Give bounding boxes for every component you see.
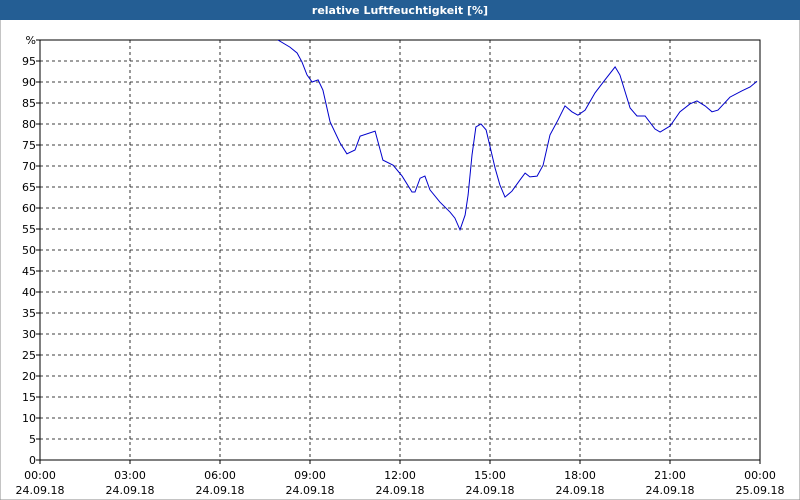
- x-tick-label: 09:00: [294, 469, 326, 482]
- y-tick-label: 15: [22, 391, 36, 404]
- y-tick-label: 25: [22, 349, 36, 362]
- y-tick-label: 75: [22, 139, 36, 152]
- y-tick-label: 70: [22, 160, 36, 173]
- x-tick-date: 24.09.18: [466, 484, 515, 497]
- y-tick-label: 55: [22, 223, 36, 236]
- y-tick-label: 80: [22, 118, 36, 131]
- x-tick-label: 18:00: [564, 469, 596, 482]
- title-bar: [0, 0, 800, 20]
- x-tick-date: 24.09.18: [286, 484, 335, 497]
- y-tick-label: %: [26, 34, 36, 47]
- x-tick-label: 15:00: [474, 469, 506, 482]
- x-tick-label: 00:00: [744, 469, 776, 482]
- y-tick-label: 10: [22, 412, 36, 425]
- x-tick-label: 00:00: [24, 469, 56, 482]
- x-tick-date: 24.09.18: [376, 484, 425, 497]
- y-tick-label: 0: [29, 454, 36, 467]
- y-tick-label: 50: [22, 244, 36, 257]
- y-tick-label: 40: [22, 286, 36, 299]
- y-tick-label: 5: [29, 433, 36, 446]
- y-tick-label: 45: [22, 265, 36, 278]
- x-tick-label: 12:00: [384, 469, 416, 482]
- y-tick-label: 60: [22, 202, 36, 215]
- y-tick-label: 20: [22, 370, 36, 383]
- x-tick-date: 24.09.18: [196, 484, 245, 497]
- x-tick-date: 24.09.18: [646, 484, 695, 497]
- x-tick-date: 24.09.18: [556, 484, 605, 497]
- y-tick-label: 85: [22, 97, 36, 110]
- x-tick-date: 25.09.18: [736, 484, 785, 497]
- y-tick-label: 90: [22, 76, 36, 89]
- y-tick-label: 30: [22, 328, 36, 341]
- chart-title: relative Luftfeuchtigkeit [%]: [312, 4, 488, 17]
- x-tick-label: 06:00: [204, 469, 236, 482]
- y-tick-label: 65: [22, 181, 36, 194]
- y-tick-label: 35: [22, 307, 36, 320]
- y-tick-label: 95: [22, 55, 36, 68]
- x-tick-label: 21:00: [654, 469, 686, 482]
- x-tick-date: 24.09.18: [106, 484, 155, 497]
- line-series: [277, 40, 758, 232]
- x-tick-date: 24.09.18: [16, 484, 65, 497]
- x-tick-label: 03:00: [114, 469, 146, 482]
